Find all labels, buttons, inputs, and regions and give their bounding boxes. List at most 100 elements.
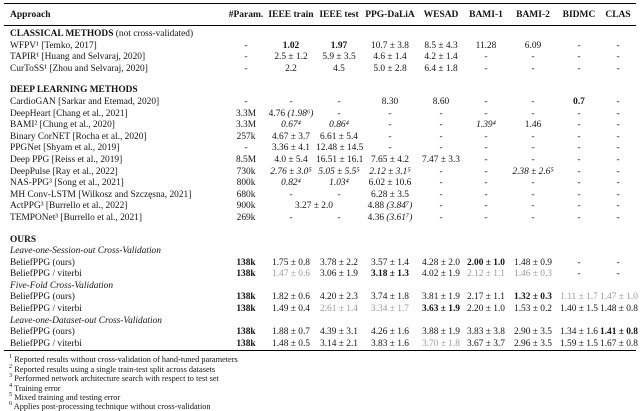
param-cell: 138k [236, 269, 256, 280]
approach-label: WFPV¹ [Temko, 2017] [10, 40, 97, 51]
value-cell: - [577, 131, 581, 142]
value-cell: - [616, 154, 620, 165]
footnote-marker: 3 [9, 372, 13, 380]
value-cell: - [531, 108, 535, 119]
spacer-cell [4, 75, 636, 85]
footnote: 5 Mixed training and testing error [9, 392, 636, 402]
footnote-marker: 6 [9, 400, 13, 408]
param-cell: 3.3M [235, 108, 257, 119]
value-cell: - [289, 96, 293, 107]
value-cell: 5.05 ± 5.5⁵ [318, 166, 360, 177]
spacer-row [4, 225, 636, 235]
value-cell: - [577, 212, 581, 223]
param-cell: 269k [236, 212, 256, 223]
value-cell: 1.48 ± 0.8 [600, 304, 638, 315]
approach-label: TEMPONet³ [Burrello et al., 2021] [10, 212, 142, 223]
value-cell: - [388, 131, 392, 142]
value-cell: 2.00 ± 1.0 [467, 257, 505, 268]
value-cell: - [484, 201, 488, 212]
approach-label: Binary CorNET [Rocha et al., 2020] [10, 131, 147, 142]
table-row: ActPPG³ [Burrello et al., 2022] 900k 3.27 … [4, 201, 636, 213]
approach-label: MH Conv-LSTM [Wilkosz and Szczęsna, 2021… [10, 189, 192, 200]
value-cell: - [484, 108, 488, 119]
table-header: Approach #Param. IEEE train IEEE test PPG-Da… [4, 4, 636, 26]
subsection-header: Leave-one-Dataset-out Cross-Validation [10, 315, 162, 326]
value-cell: - [531, 96, 535, 107]
value-segment: (3.61⁷) [386, 212, 413, 223]
table-row: WFPV¹ [Temko, 2017] - 1.02 1.97 10.7 ± 3.8 8.… [4, 41, 636, 53]
value-cell: 8.30 [381, 96, 399, 107]
section-header: CLASSICAL METHODS (not cross-validated) [4, 26, 636, 41]
approach-label: CardioGAN [Sarkar and Etemad, 2020] [10, 96, 160, 107]
column-header-bami-2: BAMI-2 [516, 10, 550, 20]
header-row: Approach #Param. IEEE train IEEE test PPG-Da… [4, 4, 636, 26]
value-cell: - [484, 63, 488, 74]
value-cell: - [616, 63, 620, 74]
footnote-text: Applies post-processing technique withou… [12, 402, 211, 411]
approach-label: NAS-PPG³ [Song et al., 2021] [10, 178, 124, 189]
value-cell: - [484, 131, 488, 142]
value-cell: - [531, 201, 535, 212]
subsection-header: Leave-one-Session-out Cross-Validation [10, 246, 161, 257]
value-cell: 3.27 ± 2.0 [295, 201, 333, 212]
spacer-cell [4, 225, 636, 235]
value-cell: 1.67 ± 0.8 [600, 338, 638, 349]
param-cell: - [244, 96, 248, 107]
footnotes: 1 Reported results without cross-validat… [4, 354, 636, 411]
table-row: BAMI² [Chung et al., 2020] 3.3M 0.67⁴ 0.86⁴… [4, 120, 636, 132]
value-cell: - [388, 108, 392, 119]
value-cell: 16.51 ± 16.1 [316, 154, 364, 165]
table-row: BeliefPPG (ours) 138k 1.75 ± 0.8 3.78 ± 2.2… [4, 258, 636, 270]
section-title: DEEP LEARNING METHODS [10, 85, 138, 96]
table-row: CurToSS¹ [Zhou and Selvaraj, 2020] - 2.2 4.… [4, 64, 636, 76]
value-cell: - [616, 201, 620, 212]
value-cell: 3.67 ± 3.7 [467, 338, 505, 349]
value-cell: - [616, 212, 620, 223]
value-cell: - [439, 108, 443, 119]
value-cell: - [484, 52, 488, 63]
value-cell: 1.82 ± 0.6 [272, 292, 310, 303]
subsection-header: Five-Fold Cross-Validation [10, 280, 114, 291]
value-cell: - [577, 154, 581, 165]
value-cell: - [439, 166, 443, 177]
value-cell: 0.86⁴ [329, 120, 349, 131]
value-cell: - [388, 120, 392, 131]
column-header-ieee-train: IEEE train [268, 10, 314, 20]
section-row: DEEP LEARNING METHODS [4, 85, 636, 97]
section-row: CLASSICAL METHODS (not cross-validated) [4, 26, 636, 41]
value-cell: 4.0 ± 5.4 [274, 154, 308, 165]
value-cell: 7.65 ± 4.2 [371, 154, 409, 165]
value-cell: - [531, 143, 535, 154]
value-cell: 1.39⁴ [476, 120, 496, 131]
subheader-row: Leave-one-Session-out Cross-Validation [4, 246, 636, 258]
value-cell: - [531, 63, 535, 74]
column-header-approach: Approach [10, 10, 51, 20]
footnote-text: Performed network architecture search wi… [12, 374, 219, 384]
param-cell: - [244, 52, 248, 63]
value-cell: 2.2 [285, 63, 297, 74]
approach-label: BeliefPPG (ours) [10, 327, 75, 338]
value-cell: 3.81 ± 1.9 [422, 292, 460, 303]
value-cell: - [616, 108, 620, 119]
value-cell: 6.28 ± 3.5 [371, 189, 409, 200]
value-cell: - [439, 189, 443, 200]
footnote: 2 Reported results using a single train-… [9, 363, 636, 374]
value-cell: - [577, 189, 581, 200]
value-cell: 4.39 ± 3.1 [320, 327, 358, 338]
value-cell: 2.90 ± 3.5 [514, 327, 552, 338]
subheader-row: Leave-one-Dataset-out Cross-Validation [4, 316, 636, 328]
value-cell: - [531, 178, 535, 189]
value-cell: 3.14 ± 2.1 [320, 338, 358, 349]
value-cell: 10.7 ± 3.8 [371, 40, 409, 51]
approach-label: Deep PPG [Reiss et al., 2019] [10, 154, 123, 165]
table-row: Binary CorNET [Rocha et al., 2020] 257k 4.… [4, 132, 636, 144]
approach-label: BeliefPPG / viterbi [10, 304, 82, 315]
section-header: OURS [4, 235, 636, 247]
section-header: DEEP LEARNING METHODS [4, 85, 636, 97]
results-table: Approach #Param. IEEE train IEEE test PPG-Da… [4, 3, 638, 352]
param-cell: 730k [236, 166, 256, 177]
value-cell: 4.02 ± 1.9 [422, 269, 460, 280]
value-cell: - [439, 201, 443, 212]
table-row: Deep PPG [Reiss et al., 2019] 8.5M 4.0 ± 5… [4, 155, 636, 167]
